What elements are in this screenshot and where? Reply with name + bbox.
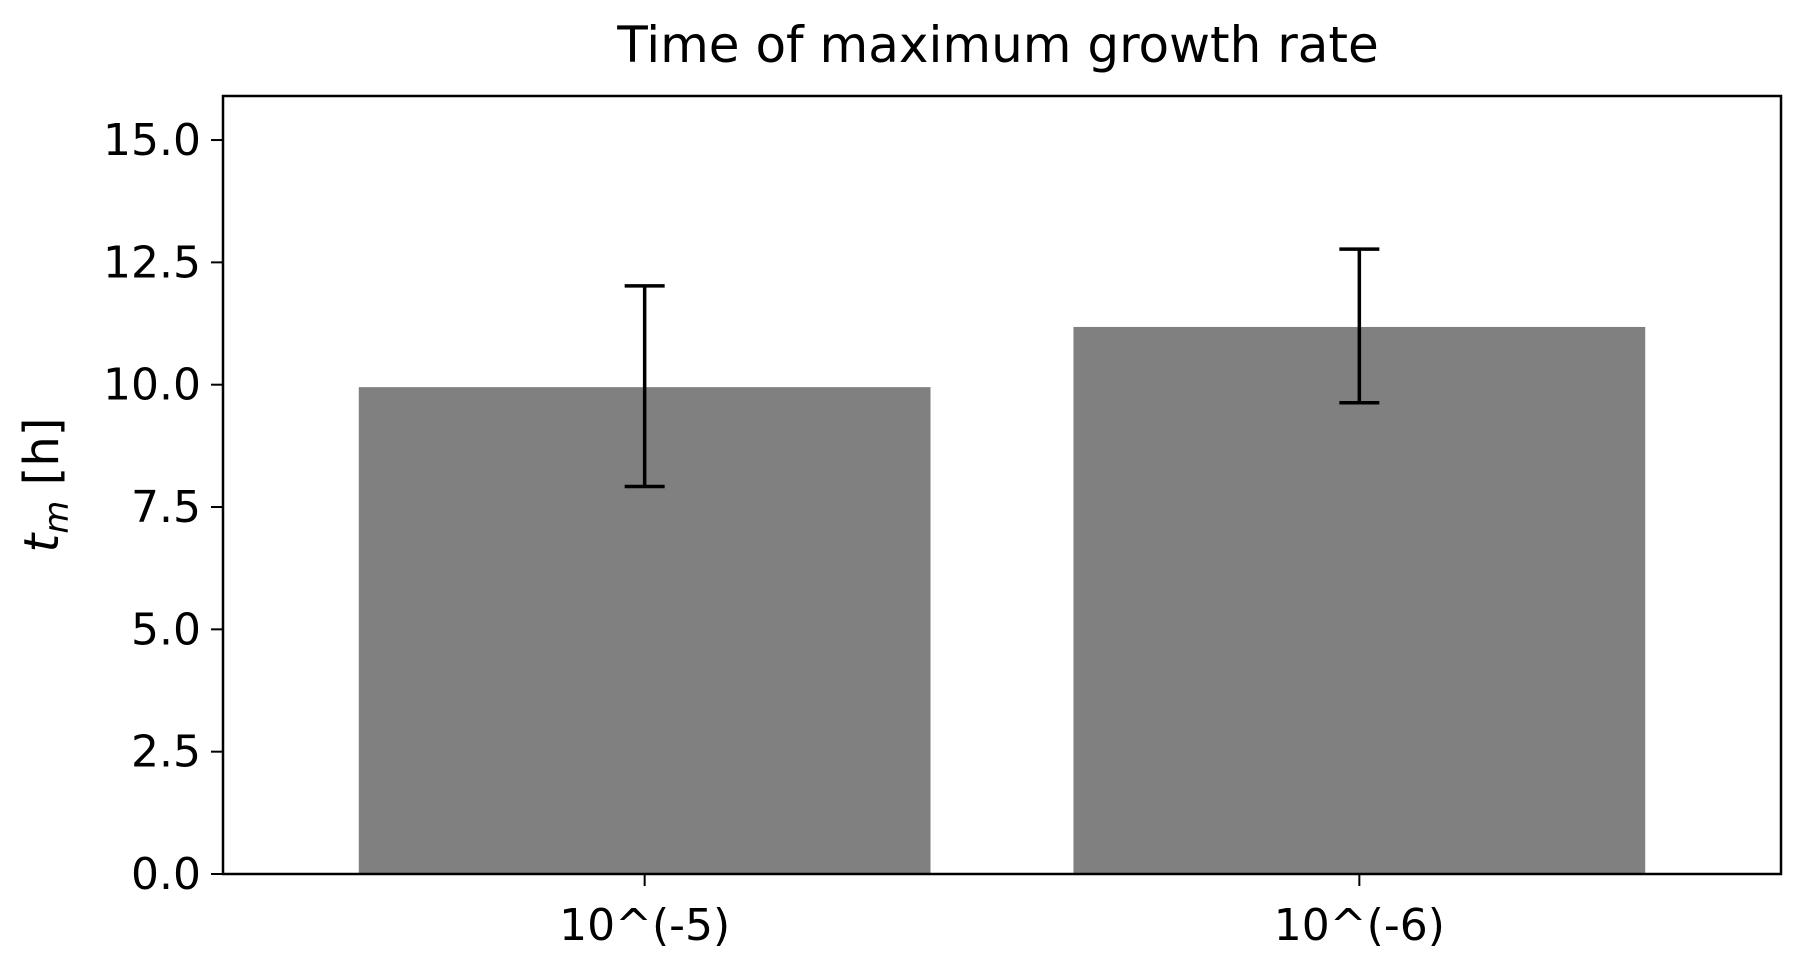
y-tick-label: 0.0 — [131, 849, 201, 900]
bars-group — [358, 326, 1646, 874]
y-axis: 0.0 2.5 5.0 7.5 10.0 12.5 15.0 — [103, 115, 223, 900]
y-tick-label: 2.5 — [131, 727, 201, 778]
y-axis-label-sub: m — [37, 501, 77, 534]
x-axis: 10^(-5) 10^(-6) — [559, 874, 1445, 951]
y-tick-label: 15.0 — [103, 115, 201, 166]
plot-frame — [221, 94, 1783, 876]
y-tick-label: 5.0 — [131, 604, 201, 655]
y-tick-label: 7.5 — [131, 482, 201, 533]
y-axis-label-unit: [h] — [14, 417, 70, 500]
y-axis-label: tm [h] — [14, 417, 77, 552]
y-tick-label: 12.5 — [103, 237, 201, 288]
error-bars-group — [624, 247, 1380, 489]
y-axis-label-var: t — [14, 532, 70, 553]
bar — [1073, 326, 1646, 874]
y-tick-label: 10.0 — [103, 360, 201, 411]
x-tick-label: 10^(-6) — [1274, 900, 1445, 951]
chart-title: Time of maximum growth rate — [616, 16, 1379, 74]
x-tick-label: 10^(-5) — [559, 900, 730, 951]
